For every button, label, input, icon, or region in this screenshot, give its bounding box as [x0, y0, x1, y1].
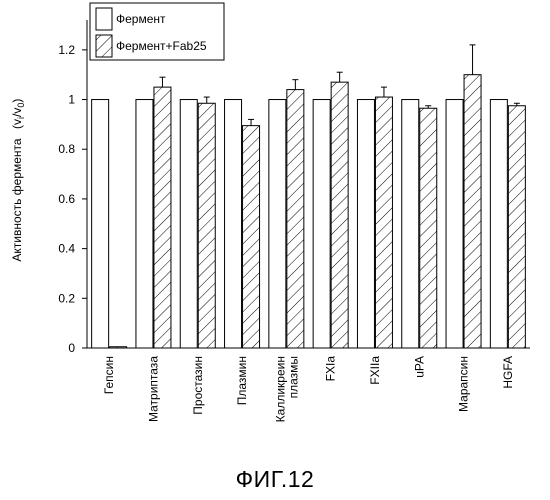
- figure-caption: ФИГ.12: [0, 466, 550, 493]
- legend: Фермент Фермент+Fab25: [90, 3, 224, 60]
- bar-enzyme-9: [490, 100, 507, 348]
- legend-label-1: Фермент+Fab25: [116, 39, 207, 53]
- x-tick-label-7: uPA: [412, 356, 426, 378]
- bar-enzyme-fab25-1: [154, 87, 171, 348]
- x-tick-label-8: Марапсин: [457, 356, 471, 412]
- x-tick-label-2: Простазин: [191, 356, 205, 415]
- bar-enzyme-fab25-5: [331, 82, 348, 348]
- bar-enzyme-fab25-0: [110, 347, 127, 348]
- bar-enzyme-2: [180, 100, 197, 348]
- legend-swatch-0: [96, 8, 112, 30]
- bar-enzyme-1: [136, 100, 153, 348]
- bar-enzyme-fab25-4: [287, 90, 304, 348]
- y-tick-label-2: 0.4: [58, 242, 75, 256]
- bar-enzyme-8: [446, 100, 463, 348]
- y-tick-label-3: 0.6: [58, 192, 75, 206]
- bar-enzyme-7: [402, 100, 419, 348]
- legend-swatch-1: [96, 35, 112, 57]
- bar-enzyme-fab25-9: [508, 106, 525, 348]
- y-tick-label-4: 0.8: [58, 142, 75, 156]
- y-tick-label-1: 0.2: [58, 291, 75, 305]
- x-tick-label-9: HGFA: [501, 356, 515, 389]
- bar-chart: 0 0.2 0.4 0.6 0.8 1 1.2 Активность фермента (vi/…: [0, 0, 550, 460]
- x-tick-label-1: Матриптаза: [146, 356, 160, 422]
- y-tick-label-5: 1: [68, 93, 75, 107]
- bar-enzyme-fab25-3: [243, 126, 260, 348]
- x-tick-label-4: Калликреинплазмы: [273, 356, 300, 422]
- x-tick-label-5: FXIa: [324, 356, 338, 382]
- x-tick-label-0: Гепсин: [102, 356, 116, 394]
- x-tick-label-6: FXIIa: [368, 356, 382, 385]
- bar-enzyme-4: [269, 100, 286, 348]
- bar-enzyme-fab25-6: [375, 97, 392, 348]
- bar-enzyme-0: [92, 100, 109, 348]
- bar-enzyme-6: [357, 100, 374, 348]
- bar-enzyme-fab25-7: [420, 108, 437, 348]
- x-tick-label-3: Плазмин: [235, 356, 249, 405]
- legend-label-0: Фермент: [116, 12, 166, 26]
- bar-enzyme-5: [313, 100, 330, 348]
- y-tick-label-6: 1.2: [58, 43, 75, 57]
- bar-enzyme-3: [225, 100, 242, 348]
- bar-enzyme-fab25-8: [464, 75, 481, 348]
- y-axis-ratio-label: (vi/v0): [10, 99, 26, 129]
- y-tick-label-0: 0: [68, 341, 75, 355]
- y-axis-label: Активность фермента: [10, 138, 24, 261]
- bar-enzyme-fab25-2: [198, 103, 215, 348]
